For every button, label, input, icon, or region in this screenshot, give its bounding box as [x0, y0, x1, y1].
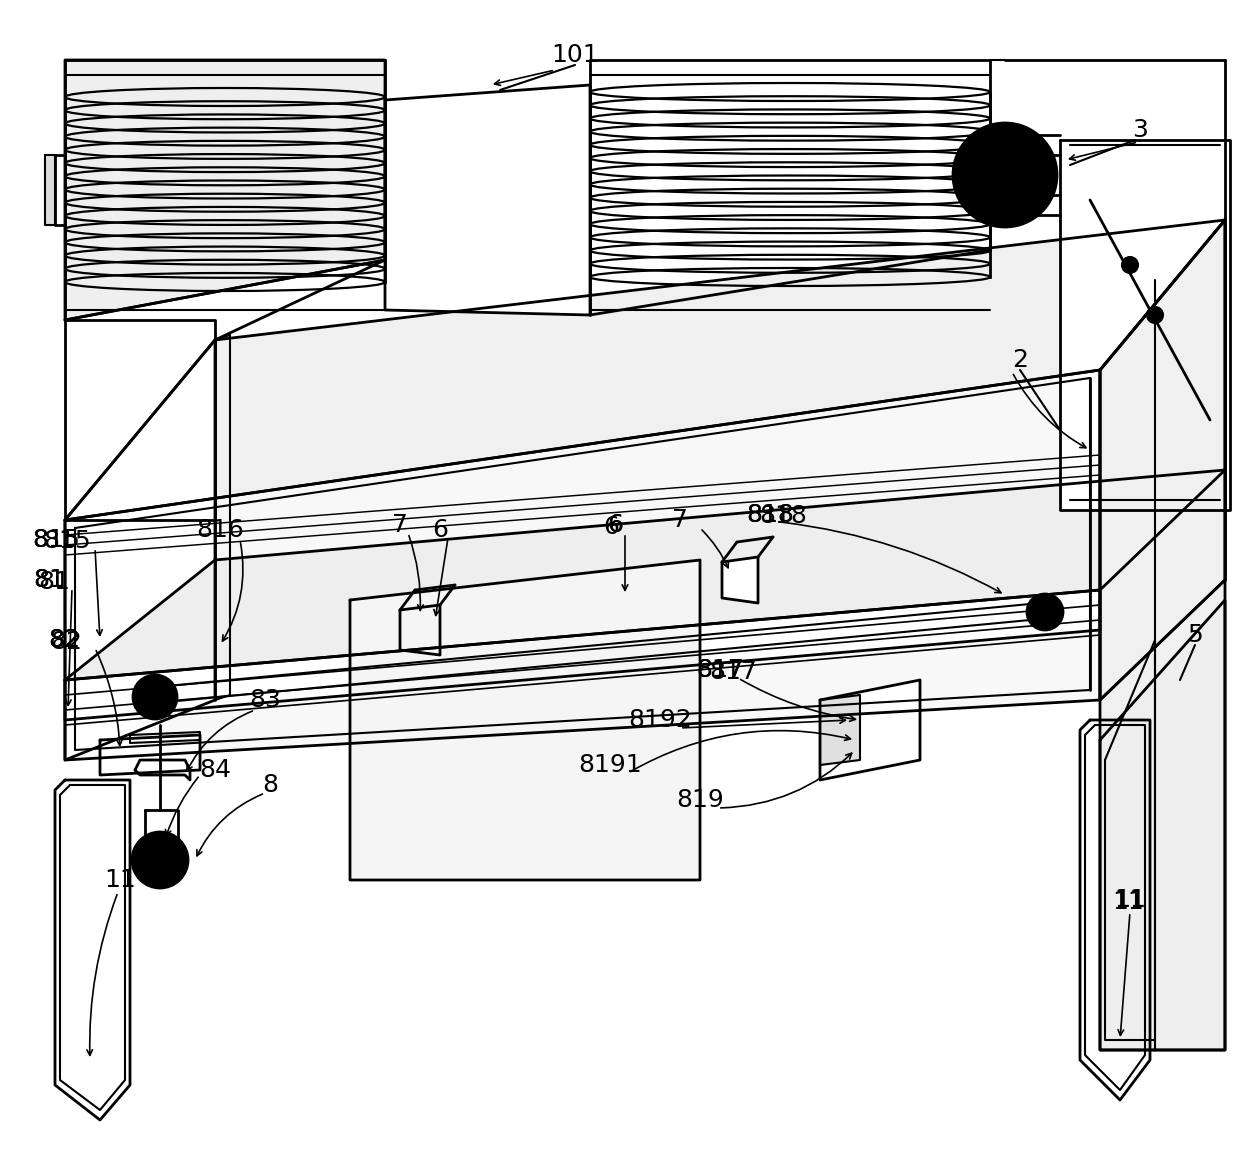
Circle shape [148, 689, 162, 705]
Text: 2: 2 [1012, 348, 1028, 371]
Polygon shape [148, 833, 162, 848]
Polygon shape [135, 760, 190, 780]
Text: 6: 6 [603, 515, 619, 539]
Circle shape [156, 856, 164, 864]
Text: 819: 819 [676, 788, 724, 812]
Text: 818: 818 [759, 504, 807, 528]
Circle shape [133, 675, 177, 719]
Polygon shape [1080, 720, 1149, 1101]
Text: 815: 815 [32, 528, 81, 552]
Polygon shape [1100, 220, 1225, 700]
Text: 817: 817 [709, 660, 756, 684]
Polygon shape [64, 220, 1225, 520]
Text: 82: 82 [48, 628, 81, 652]
Polygon shape [64, 370, 1100, 760]
Text: 6: 6 [608, 513, 622, 537]
Polygon shape [350, 560, 701, 880]
Polygon shape [820, 680, 920, 780]
Polygon shape [1060, 140, 1230, 509]
Circle shape [150, 850, 170, 871]
Text: 7: 7 [392, 513, 408, 537]
Text: 5: 5 [1187, 623, 1203, 647]
Text: 818: 818 [746, 503, 794, 527]
Polygon shape [55, 155, 64, 225]
Text: 817: 817 [696, 658, 744, 682]
Polygon shape [401, 605, 440, 655]
Text: 83: 83 [249, 688, 281, 712]
Text: 81: 81 [33, 568, 64, 592]
Polygon shape [64, 320, 215, 520]
Text: 81: 81 [33, 568, 64, 592]
Text: 8191: 8191 [578, 753, 642, 777]
Text: 3: 3 [1132, 118, 1148, 141]
Polygon shape [64, 470, 1225, 680]
Polygon shape [820, 695, 861, 765]
Text: 815: 815 [32, 528, 81, 552]
Text: 8192: 8192 [629, 708, 692, 733]
Polygon shape [1100, 600, 1225, 1050]
Polygon shape [55, 780, 130, 1120]
Polygon shape [145, 810, 179, 839]
Text: 815: 815 [43, 529, 91, 553]
Circle shape [970, 140, 1040, 210]
Text: 11: 11 [1114, 888, 1146, 912]
Circle shape [1039, 606, 1052, 618]
Polygon shape [100, 735, 200, 775]
Circle shape [1027, 595, 1063, 630]
Text: 6: 6 [432, 518, 448, 542]
Circle shape [1147, 307, 1163, 323]
Text: 817: 817 [696, 658, 744, 682]
Text: 82: 82 [48, 628, 81, 652]
Text: 11: 11 [104, 868, 136, 892]
Text: 7: 7 [672, 508, 688, 532]
Text: 6: 6 [608, 513, 622, 537]
Polygon shape [384, 85, 590, 315]
Text: 818: 818 [746, 503, 794, 527]
Text: 81: 81 [38, 570, 69, 595]
Polygon shape [64, 590, 1100, 720]
Text: 816: 816 [196, 518, 244, 542]
Circle shape [954, 123, 1056, 227]
Circle shape [131, 831, 188, 888]
Text: 101: 101 [552, 43, 599, 67]
Text: 84: 84 [198, 758, 231, 782]
Polygon shape [1100, 220, 1225, 1050]
Polygon shape [64, 340, 215, 760]
Text: 8: 8 [262, 773, 278, 797]
Polygon shape [45, 155, 55, 225]
Text: 82: 82 [50, 630, 82, 654]
Text: 11: 11 [1114, 888, 1146, 912]
Text: 11: 11 [1112, 890, 1143, 914]
Circle shape [990, 160, 1021, 190]
Polygon shape [64, 60, 384, 320]
Polygon shape [722, 557, 758, 603]
Circle shape [1122, 256, 1138, 273]
